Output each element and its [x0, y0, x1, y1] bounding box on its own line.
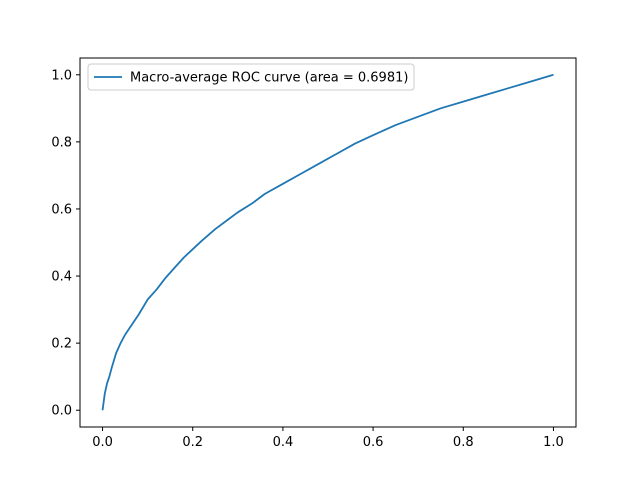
legend: Macro-average ROC curve (area = 0.6981): [87, 63, 415, 91]
y-tick-label: 0.4: [51, 270, 72, 285]
x-tick-label: 0.0: [92, 435, 113, 450]
y-tick-label: 0.8: [51, 135, 72, 150]
y-tick-label: 1.0: [51, 68, 72, 83]
x-tick-label: 0.2: [182, 435, 203, 450]
y-tick-label: 0.2: [51, 337, 72, 352]
y-tick-label: 0.6: [51, 202, 72, 217]
axes: 0.0 0.2 0.4 0.6 0.8 1.0 0.0 0.2 0.4 0.6 0.8 1.0: [51, 57, 577, 450]
x-tick-label: 0.8: [453, 435, 474, 450]
x-tick-label: 0.6: [363, 435, 384, 450]
series-line-0: [101, 73, 554, 411]
x-tick-label: 1.0: [543, 435, 564, 450]
legend-label: Macro-average ROC curve (area = 0.6981): [130, 71, 408, 86]
legend-box: [87, 63, 415, 91]
y-tick-label: 0.0: [51, 404, 72, 419]
plot-area: [101, 73, 554, 411]
x-tick-label: 0.4: [273, 435, 294, 450]
axes-frame: [79, 57, 577, 428]
